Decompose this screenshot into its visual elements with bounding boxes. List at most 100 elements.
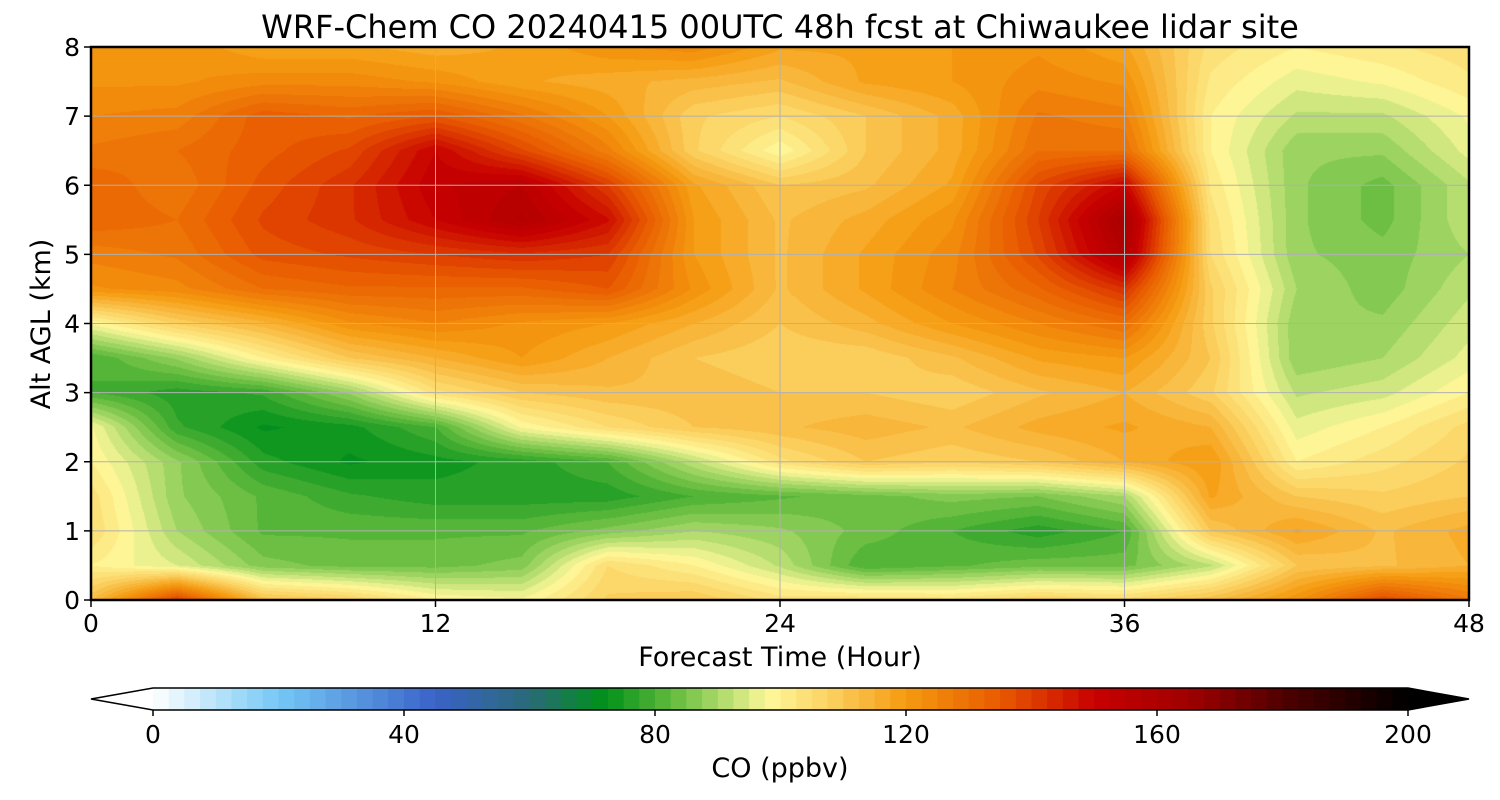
colorbar-segment (372, 688, 389, 710)
colorbar-label: CO (ppbv) (711, 753, 848, 784)
colorbar-segment (592, 688, 609, 710)
colorbar-segment (1094, 688, 1111, 710)
colorbar-segment (1141, 688, 1158, 710)
colorbar-segment (607, 688, 625, 710)
colorbar-tick-label: 200 (1384, 720, 1432, 749)
colorbar-segment (1392, 688, 1409, 710)
colorbar-segment (153, 688, 170, 710)
colorbar-segment (906, 688, 923, 710)
colorbar-segment (388, 688, 405, 710)
colorbar-segment (1000, 688, 1017, 710)
colorbar-tick-label: 160 (1133, 720, 1181, 749)
y-tick-label: 0 (64, 586, 80, 615)
y-tick-label: 2 (64, 448, 80, 477)
colorbar-segment (1188, 688, 1205, 710)
colorbar-segment (686, 688, 703, 710)
colorbar-tick-label: 0 (145, 720, 161, 749)
colorbar-segment (1125, 688, 1142, 710)
colorbar-segment (451, 688, 468, 710)
colorbar-segment (874, 688, 891, 710)
colorbar-extend-low (91, 688, 153, 710)
colorbar-tick-label: 80 (639, 720, 671, 749)
colorbar-segment (1219, 688, 1237, 710)
x-tick-label: 36 (1109, 609, 1141, 638)
colorbar-segment (1235, 688, 1252, 710)
colorbar-segment (827, 688, 844, 710)
y-tick-label: 8 (64, 33, 80, 62)
y-axis: 0 1 2 3 4 5 6 7 8 (64, 33, 91, 615)
colorbar-segment (1062, 688, 1080, 710)
colorbar-segment (325, 688, 342, 710)
y-axis-label: Alt AGL (km) (26, 239, 57, 410)
colorbar-tick-label: 120 (882, 720, 930, 749)
colorbar-segment (749, 688, 766, 710)
colorbar-segment (1266, 688, 1284, 710)
colorbar-segment (231, 688, 248, 710)
y-tick-label: 6 (64, 171, 80, 200)
colorbar: 0 40 80 120 160 200 (90, 687, 1470, 749)
colorbar-segment (278, 688, 295, 710)
colorbar-extend-high (1408, 688, 1469, 710)
chart-title: WRF-Chem CO 20240415 00UTC 48h fcst at C… (261, 8, 1299, 46)
colorbar-segment (1251, 688, 1268, 710)
colorbar-segment (419, 688, 436, 710)
x-tick-label: 24 (764, 609, 796, 638)
colorbar-segment (482, 688, 499, 710)
colorbar-segment (1015, 688, 1033, 710)
colorbar-segment (545, 688, 562, 710)
colorbar-segment (513, 688, 531, 710)
colorbar-segment (1329, 688, 1346, 710)
colorbar-segment (1157, 688, 1174, 710)
colorbar-segment (858, 688, 876, 710)
colorbar-segment (733, 688, 750, 710)
colorbar-segment (764, 688, 782, 710)
colorbar-segment (1204, 688, 1221, 710)
colorbar-segment (1345, 688, 1362, 710)
colorbar-segment (717, 688, 735, 710)
colorbar-segment (294, 688, 311, 710)
colorbar-segment (796, 688, 813, 710)
x-tick-label: 0 (83, 609, 99, 638)
colorbar-segment (200, 688, 217, 710)
colorbar-segment (184, 688, 201, 710)
colorbar-segment (262, 688, 280, 710)
colorbar-segment (639, 688, 656, 710)
y-tick-label: 7 (64, 102, 80, 131)
colorbar-segment (843, 688, 860, 710)
colorbar-segment (1172, 688, 1189, 710)
colorbar-segment (529, 688, 546, 710)
grid-lines (91, 47, 1469, 600)
colorbar-segment (937, 688, 954, 710)
colorbar-segment (1298, 688, 1315, 710)
colorbar-segment (1376, 688, 1393, 710)
colorbar-segment (968, 688, 986, 710)
colorbar-segment (560, 688, 578, 710)
colorbar-segment (498, 688, 515, 710)
colorbar-segment (1313, 688, 1331, 710)
x-axis-label: Forecast Time (Hour) (638, 642, 922, 673)
colorbar-segment (247, 688, 264, 710)
colorbar-segment (576, 688, 593, 710)
colorbar-segment (780, 688, 797, 710)
colorbar-segment (309, 688, 327, 710)
x-tick-label: 12 (420, 609, 452, 638)
x-tick-label: 48 (1453, 609, 1485, 638)
colorbar-segment (466, 688, 484, 710)
colorbar-segment (1109, 688, 1127, 710)
colorbar-tick-label: 40 (388, 720, 420, 749)
colorbar-segment (1047, 688, 1064, 710)
x-axis: 0 12 24 36 48 (83, 600, 1485, 638)
y-tick-label: 3 (64, 379, 80, 408)
colorbar-segment (356, 688, 374, 710)
colorbar-segment (890, 688, 907, 710)
colorbar-segment (1031, 688, 1048, 710)
y-tick-label: 4 (64, 310, 80, 339)
colorbar-segment (1282, 688, 1299, 710)
colorbar-segment (670, 688, 687, 710)
colorbar-segment (623, 688, 640, 710)
colorbar-segment (953, 688, 970, 710)
colorbar-segment (215, 688, 233, 710)
y-tick-label: 5 (64, 240, 80, 269)
colorbar-segment (921, 688, 938, 710)
